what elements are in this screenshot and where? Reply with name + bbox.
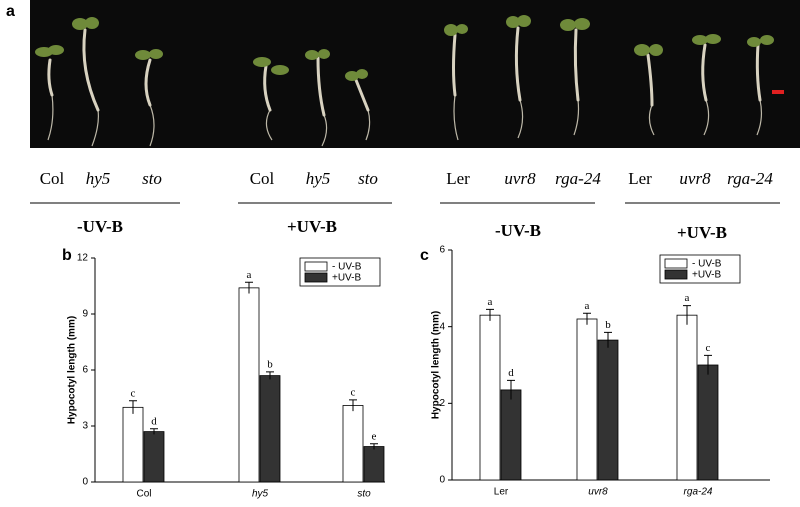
panel-label: c: [420, 247, 429, 264]
bar: [259, 375, 281, 483]
panel-label: b: [62, 247, 72, 264]
bar: [122, 406, 144, 483]
significance-letter: d: [151, 415, 157, 427]
significance-letter: d: [508, 367, 514, 379]
error-bar: [486, 308, 494, 321]
legend-label: +UV-B: [332, 273, 362, 284]
seedlings: [35, 15, 784, 147]
legend-label: - UV-B: [332, 262, 362, 273]
significance-letter: a: [488, 296, 493, 308]
legend-swatch: [304, 261, 328, 272]
bar: [238, 287, 260, 483]
error-bar: [507, 379, 515, 400]
treatment-label: -UV-B: [495, 221, 541, 240]
error-bar: [245, 281, 253, 294]
significance-letter: c: [131, 387, 136, 399]
error-bar: [349, 399, 357, 412]
x-tick-label: sto: [357, 489, 371, 500]
photo-label: sto: [142, 169, 162, 188]
bar: [676, 314, 698, 481]
significance-letter: b: [605, 319, 611, 331]
x-tick-label: hy5: [252, 489, 269, 500]
photo-label: rga-24: [727, 169, 773, 188]
y-tick-label: 2: [439, 398, 445, 409]
error-bar: [370, 443, 378, 450]
significance-letter: a: [585, 300, 590, 312]
y-tick-label: 9: [82, 309, 88, 320]
significance-letter: c: [706, 342, 711, 354]
bar: [363, 446, 385, 483]
bar: [500, 389, 522, 481]
legend-swatch: [664, 269, 688, 280]
y-axis-label: Hypocotyl length (mm): [431, 311, 442, 419]
error-bar: [150, 428, 158, 435]
photo-label: Col: [40, 169, 65, 188]
treatment-label: +UV-B: [677, 223, 727, 242]
bar: [597, 339, 619, 481]
panel-label: a: [6, 3, 15, 20]
y-tick-label: 0: [439, 475, 445, 486]
bar: [697, 364, 719, 481]
error-bar: [129, 400, 137, 414]
y-tick-label: 12: [77, 253, 89, 264]
photo-label: Col: [250, 169, 275, 188]
legend-swatch: [664, 258, 688, 269]
photo-label: Ler: [446, 169, 470, 188]
error-bar: [683, 305, 691, 325]
photo-label: sto: [358, 169, 378, 188]
y-axis-label: Hypocotyl length (mm): [67, 316, 78, 424]
photo-label: hy5: [306, 169, 331, 188]
error-bar: [704, 354, 712, 375]
significance-letter: a: [247, 269, 252, 281]
error-bar: [583, 312, 591, 325]
legend-label: +UV-B: [692, 270, 722, 281]
bar: [342, 405, 364, 483]
photo-label: hy5: [86, 169, 111, 188]
significance-letter: b: [267, 358, 273, 370]
significance-letter: e: [372, 430, 377, 442]
y-tick-label: 4: [439, 321, 445, 332]
x-tick-label: Col: [136, 489, 151, 500]
y-tick-label: 3: [82, 421, 88, 432]
y-tick-label: 6: [82, 365, 88, 376]
bar: [576, 318, 598, 481]
photo-label: Ler: [628, 169, 652, 188]
y-tick-label: 6: [439, 245, 445, 256]
x-tick-label: rga-24: [684, 487, 713, 498]
photo-label: uvr8: [504, 169, 536, 188]
error-bar: [604, 331, 612, 348]
x-tick-label: Ler: [494, 487, 509, 498]
legend-swatch: [304, 272, 328, 283]
significance-letter: c: [351, 386, 356, 398]
photo-label: rga-24: [555, 169, 601, 188]
y-tick-label: 0: [82, 477, 88, 488]
x-tick-label: uvr8: [588, 487, 608, 498]
treatment-label: +UV-B: [287, 217, 337, 236]
treatment-label: -UV-B: [77, 217, 123, 236]
error-bar: [266, 371, 274, 380]
photo-label: uvr8: [679, 169, 711, 188]
significance-letter: a: [685, 292, 690, 304]
legend-label: - UV-B: [692, 259, 722, 270]
bar: [143, 431, 165, 483]
bar: [479, 314, 501, 481]
seedling-photo: [30, 0, 800, 148]
